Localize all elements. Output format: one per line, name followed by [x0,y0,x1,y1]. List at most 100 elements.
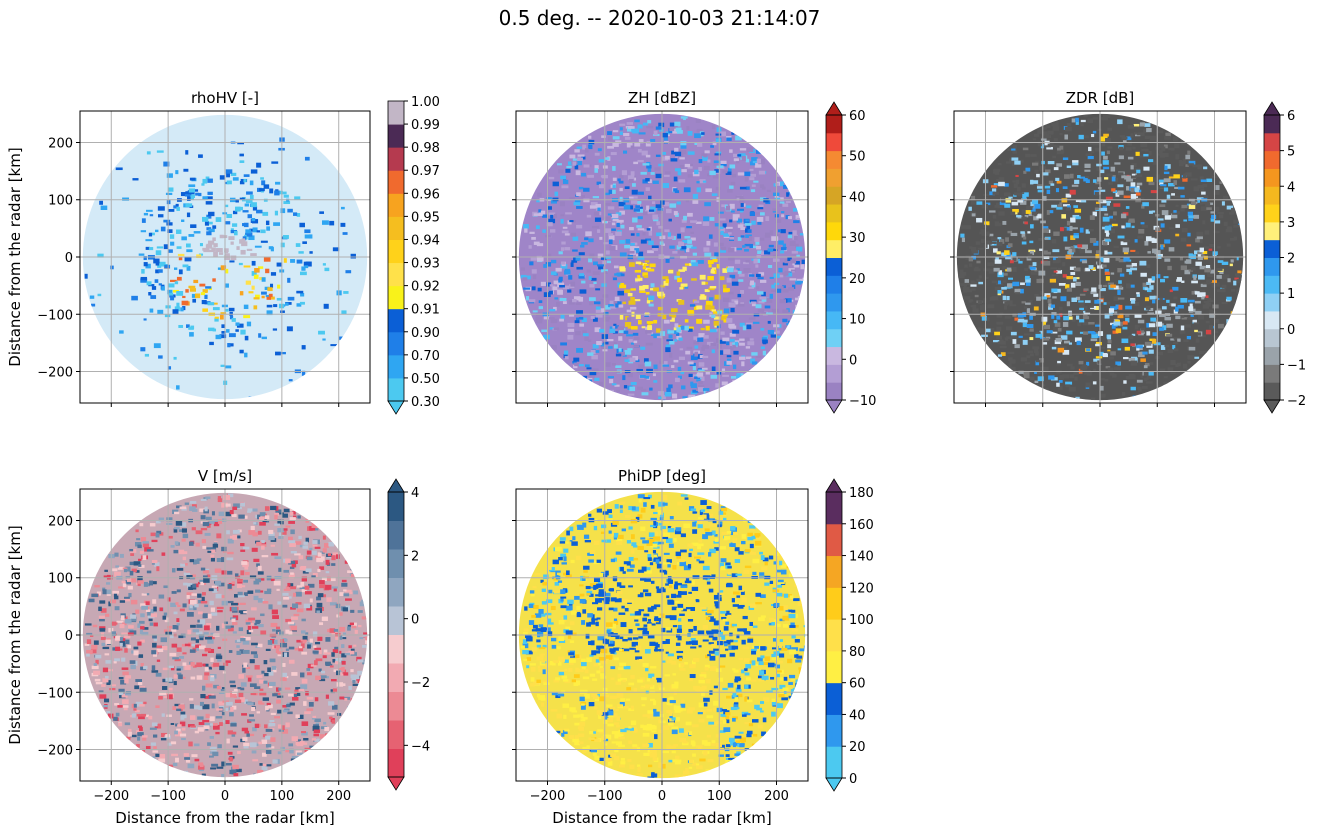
colorbar-segment [1264,310,1280,330]
colorbar-segment [388,285,404,310]
colorbar-tick-label: 4 [1287,180,1295,195]
colorbar-tick-label: 0.97 [411,164,440,179]
colorbar-tick-label: 0.30 [411,395,440,410]
colorbar-tick-label: −2 [411,676,430,691]
colorbar-segment [826,619,842,652]
colorbar-segment [388,691,404,721]
colorbar-segment [388,634,404,664]
colorbar-segment [388,239,404,264]
colorbar-segment [826,293,842,312]
colorbar-tick-label: −2 [1287,394,1306,409]
y-tick-label: −200 [37,744,73,759]
colorbar-extend-max [1263,101,1281,116]
colorbar-segment [388,549,404,578]
colorbar-segment [826,682,842,715]
colorbar-segment [826,746,842,779]
colorbar-segment [1264,382,1280,401]
colorbar-segment [388,331,404,356]
colorbar-tick-label: 0.50 [411,372,440,387]
colorbar-tick-label: 20 [849,740,866,755]
colorbar-segment [1264,221,1280,241]
colorbar-segment [826,364,842,383]
colorbar: −2 −1 0 1 2 3 4 5 6 [1263,101,1306,414]
x-tick-label: 100 [269,789,294,804]
grid [516,111,808,403]
colorbar-extend-max [825,478,843,493]
panel-1: ZH [dBZ] −10 0 10 20 30 40 50 60 [512,89,876,414]
colorbar-segment [388,606,404,635]
colorbar-tick-label: 0.96 [411,187,440,202]
colorbar-tick-label: 10 [849,313,866,328]
grid [80,489,370,781]
colorbar-tick-label: 80 [849,645,866,660]
colorbar-tick-label: 160 [849,518,874,533]
colorbar-segment [826,382,842,401]
colorbar-segment [826,257,842,276]
colorbar-extend-min [825,399,843,414]
colorbar-segment [1264,364,1280,383]
y-axis-label: Distance from the radar [km] [6,147,24,366]
colorbar-tick-label: 30 [849,231,866,246]
x-tick-label: 200 [326,789,351,804]
colorbar-segment [388,748,404,778]
colorbar-tick-label: 0.94 [411,233,440,248]
colorbar-segment [1264,132,1280,152]
x-axis-label: Distance from the radar [km] [552,809,771,827]
colorbar-segment [1264,293,1280,312]
axes-title: ZDR [dB] [1066,89,1135,107]
y-tick-label: 200 [48,136,73,151]
colorbar-tick-label: 0.99 [411,118,440,133]
colorbar-segment [826,492,842,525]
colorbar-segment [388,216,404,240]
colorbar-tick-label: 0 [849,772,857,787]
colorbar-segment [826,204,842,223]
x-tick-label: −100 [587,789,623,804]
colorbar-segment [1264,257,1280,276]
grid [80,111,370,403]
colorbar-tick-label: 40 [849,708,866,723]
colorbar-tick-label: −1 [1287,358,1306,373]
colorbar-segment [826,650,842,684]
colorbar-tick-label: 100 [849,613,874,628]
colorbar-tick-label: 180 [849,486,874,501]
colorbar-tick-label: 120 [849,581,874,596]
colorbar-segment [388,720,404,749]
x-tick-label: −200 [530,789,566,804]
radar-field [84,137,356,400]
colorbar-segment [826,523,842,557]
colorbar-segment [1264,239,1280,258]
colorbar-segment [388,354,404,379]
colorbar-tick-label: 60 [849,109,866,124]
colorbar-segment [1264,168,1280,187]
panel-3: −200 −100 0 100 200 −200 −100 0 100 200 V [m/s] Dis… [6,467,430,827]
colorbar-tick-label: 6 [1287,109,1295,124]
colorbar-segment [826,168,842,187]
colorbar-tick-label: −10 [849,394,876,409]
colorbar-tick-label: 1 [1287,287,1295,302]
colorbar-segment [826,275,842,294]
colorbar-tick-label: 0.95 [411,210,440,225]
colorbar-tick-label: 5 [1287,145,1295,160]
colorbar-tick-label: 0.90 [411,326,440,341]
colorbar-tick-label: 0.98 [411,141,440,156]
colorbar-tick-label: 0.70 [411,349,440,364]
colorbar-extend-min [387,400,405,415]
x-tick-label: −200 [93,789,129,804]
y-tick-label: 100 [48,194,73,209]
x-tick-label: 0 [658,789,666,804]
colorbar-segment [1264,346,1280,365]
colorbar-segment [826,239,842,258]
colorbar: −4 −2 0 2 4 [387,478,430,791]
colorbar-tick-label: 0 [849,353,857,368]
colorbar: 0 20 40 60 80 100 120 140 160 180 [825,478,874,792]
panel-0: −200 −100 0 100 200 rhoHV [-] Distance from th… [6,89,440,415]
y-axis-label: Distance from the radar [km] [6,525,24,744]
y-tick-label: 200 [48,514,73,529]
colorbar-segment [826,132,842,152]
x-tick-label: 100 [707,789,732,804]
colorbar-tick-label: 40 [849,190,866,205]
x-tick-label: −100 [150,789,186,804]
colorbar-frame [825,491,843,779]
colorbar-segment [1264,328,1280,348]
colorbar-tick-label: 20 [849,272,866,287]
